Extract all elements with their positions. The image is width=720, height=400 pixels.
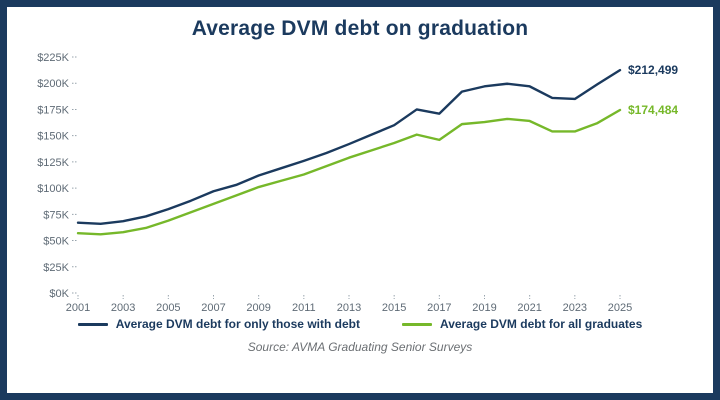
x-tick-label: 2001	[66, 302, 90, 314]
legend-item-with-debt: Average DVM debt for only those with deb…	[77, 317, 360, 331]
x-tick-label: 2021	[517, 302, 541, 314]
legend-item-all-graduates: Average DVM debt for all graduates	[401, 317, 643, 331]
legend: Average DVM debt for only those with deb…	[77, 317, 643, 331]
series-line-1	[76, 108, 622, 236]
x-tick-label: 2017	[427, 302, 451, 314]
y-tick-label: $175K	[37, 104, 69, 116]
x-tick-label: 2003	[111, 302, 135, 314]
x-tick-label: 2013	[337, 302, 361, 314]
legend-swatch-green	[401, 322, 432, 326]
x-tick-label: 2007	[201, 302, 225, 314]
y-tick-label: $200K	[37, 78, 69, 90]
legend-swatch-navy	[77, 322, 108, 326]
line-chart: $0K $25K $50K $75K $100K $125K $150K $175K $200K…	[37, 52, 678, 314]
series-end-label-0: $212,499	[628, 63, 678, 77]
series-end-label-1: $174,484	[628, 103, 678, 117]
x-tick-label: 2025	[608, 302, 632, 314]
legend-label-with-debt: Average DVM debt for only those with deb…	[115, 317, 360, 331]
x-tick-label: 2023	[563, 302, 587, 314]
y-tick-label: $100K	[37, 183, 69, 195]
y-tick-label: $75K	[43, 209, 69, 221]
y-tick-label: $150K	[37, 131, 69, 143]
chart-title: Average DVM debt on graduation	[191, 17, 529, 40]
x-tick-label: 2019	[472, 302, 496, 314]
chart-area: $0K $25K $50K $75K $100K $125K $150K $175K $200K…	[20, 43, 700, 315]
legend-label-all-graduates: Average DVM debt for all graduates	[439, 317, 643, 331]
x-tick-label: 2005	[156, 302, 180, 314]
series-line-0	[76, 68, 622, 225]
x-tick-label: 2011	[292, 302, 316, 314]
x-tick-label: 2009	[246, 302, 270, 314]
y-tick-label: $50K	[43, 236, 69, 248]
y-tick-label: $225K	[37, 52, 69, 64]
source-note: Source: AVMA Graduating Senior Surveys	[247, 340, 473, 354]
y-tick-label: $0K	[49, 288, 69, 300]
y-tick-label: $125K	[37, 157, 69, 169]
y-tick-label: $25K	[43, 262, 69, 274]
x-tick-label: 2015	[382, 302, 406, 314]
